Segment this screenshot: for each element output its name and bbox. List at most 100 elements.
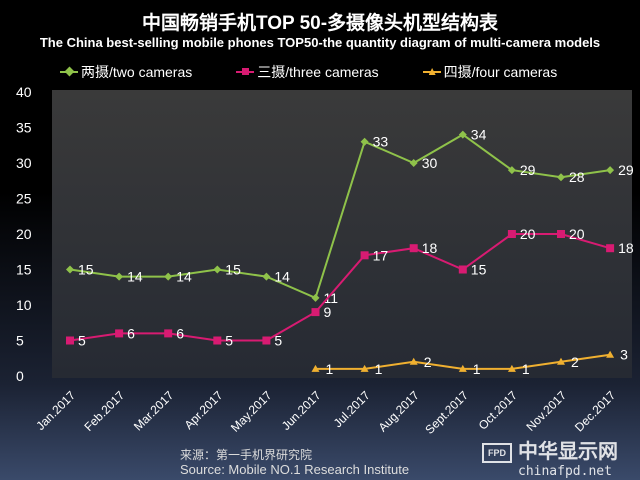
data-label: 28	[569, 169, 585, 185]
y-tick-label: 30	[16, 155, 32, 171]
legend-label: 三摄/three cameras	[257, 64, 379, 80]
chart-subtitle: The China best-selling mobile phones TOP…	[39, 35, 601, 50]
data-point	[458, 364, 467, 372]
data-point	[458, 130, 467, 139]
data-label: 5	[274, 333, 282, 349]
data-point	[311, 364, 320, 372]
fpd-monitor-icon: FPD	[482, 443, 512, 463]
data-point	[507, 364, 516, 372]
triangle-marker-icon	[422, 68, 441, 75]
data-label: 20	[569, 226, 585, 242]
y-tick-label: 15	[16, 262, 32, 278]
data-point	[409, 159, 418, 167]
data-point	[66, 265, 74, 274]
data-label: 14	[274, 269, 290, 285]
data-point	[115, 272, 124, 281]
data-label: 34	[471, 127, 487, 143]
x-tick-label: Sept.2017	[422, 388, 471, 437]
data-point	[311, 293, 320, 302]
data-point	[164, 329, 173, 338]
data-point	[606, 244, 615, 253]
data-point	[557, 173, 565, 182]
x-tick-label: Apr.2017	[182, 388, 226, 432]
x-tick-label: Aug.2017	[376, 388, 422, 434]
data-label: 6	[176, 325, 184, 341]
x-tick-label: Oct.2017	[476, 388, 521, 433]
data-point	[213, 336, 222, 345]
data-point	[262, 272, 271, 281]
legend-item-three: 三摄/three cameras	[236, 62, 379, 82]
data-label: 3	[620, 347, 628, 363]
data-point	[606, 166, 615, 175]
x-tick-label: Mar.2017	[131, 388, 177, 434]
data-label: 2	[424, 354, 432, 370]
chart-title: 中国畅销手机TOP 50-多摄像头机型结构表	[141, 13, 499, 34]
source-en: Source: Mobile NO.1 Research Institute	[180, 462, 410, 477]
data-label: 29	[520, 162, 536, 178]
data-label: 5	[78, 333, 86, 349]
data-point	[164, 272, 173, 281]
data-label: 15	[225, 262, 241, 278]
data-label: 15	[78, 262, 94, 278]
data-label: 30	[422, 155, 438, 171]
y-tick-label: 25	[16, 191, 32, 207]
data-label: 15	[471, 262, 487, 278]
data-point	[66, 336, 74, 345]
y-tick-label: 35	[16, 120, 32, 136]
data-label: 33	[373, 134, 389, 150]
x-tick-label: Feb.2017	[81, 388, 127, 434]
data-label: 11	[324, 290, 339, 306]
data-point	[213, 265, 222, 274]
y-tick-label: 0	[16, 368, 24, 384]
data-label: 18	[618, 240, 634, 256]
watermark-logo: FPD 中华显示网 chinafpd.net	[482, 441, 638, 479]
data-label: 6	[127, 325, 135, 341]
data-label: 1	[326, 361, 334, 377]
x-tick-label: Jan.2017	[33, 388, 78, 433]
data-point	[360, 364, 369, 372]
data-label: 1	[522, 361, 530, 377]
x-tick-label: Dec.2017	[572, 388, 618, 434]
y-tick-label: 20	[16, 226, 32, 242]
y-tick-label: 5	[16, 333, 24, 349]
data-point	[360, 137, 369, 146]
diamond-marker-icon	[60, 66, 78, 77]
data-point	[507, 166, 516, 175]
y-tick-label: 10	[16, 297, 32, 313]
x-tick-label: Jun.2017	[279, 388, 324, 433]
data-point	[311, 308, 320, 317]
watermark-cn: 中华显示网	[518, 441, 618, 463]
data-point	[557, 230, 565, 238]
legend-label: 四摄/four cameras	[443, 64, 558, 80]
data-point	[262, 336, 271, 345]
x-tick-label: Nov.2017	[524, 388, 570, 434]
data-label: 1	[375, 361, 383, 377]
legend-item-four: 四摄/four cameras	[422, 62, 558, 82]
watermark-en: chinafpd.net	[518, 464, 612, 479]
series-line-1	[69, 233, 611, 342]
data-label: 20	[520, 226, 536, 242]
source-cn: 来源：第一手机界研究院	[180, 448, 313, 462]
legend-label: 两摄/two cameras	[81, 64, 193, 80]
data-label: 9	[324, 304, 332, 320]
x-tick-label: Jul.2017	[331, 388, 373, 430]
data-label: 14	[176, 269, 192, 285]
legend-item-two: 两摄/two cameras	[60, 62, 192, 82]
data-point	[507, 230, 516, 238]
data-point	[557, 357, 565, 365]
data-point	[409, 357, 418, 365]
square-marker-icon	[236, 68, 255, 75]
data-label: 18	[422, 240, 438, 256]
data-point	[409, 244, 418, 253]
data-point	[115, 329, 124, 338]
data-label: 14	[127, 269, 143, 285]
data-label: 5	[225, 333, 233, 349]
data-point	[360, 251, 369, 260]
y-tick-label: 40	[16, 84, 32, 100]
data-label: 1	[473, 361, 481, 377]
legend: 两摄/two cameras 三摄/three cameras 四摄/four …	[60, 62, 557, 82]
series-line-0	[69, 133, 611, 300]
data-point	[606, 350, 615, 358]
data-label: 29	[618, 162, 634, 178]
